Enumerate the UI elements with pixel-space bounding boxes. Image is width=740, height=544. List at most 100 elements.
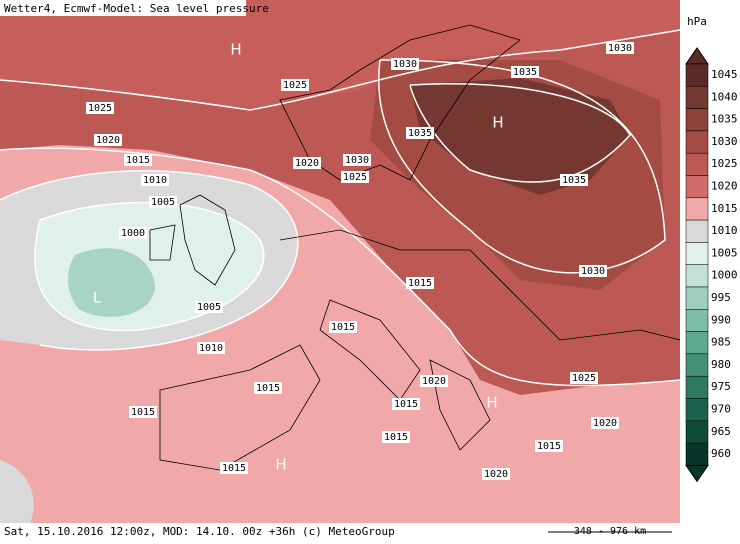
legend-label: 1040 [711, 90, 738, 103]
contour-label-bg [606, 42, 634, 54]
contour-label: 1015 [537, 441, 561, 452]
contour-label: 1015 [331, 322, 355, 333]
contour-label-bg [570, 372, 598, 384]
legend-label: 1000 [711, 269, 738, 282]
contour-label: 1000 [121, 228, 145, 239]
legend-swatch [685, 242, 709, 265]
legend-swatch [685, 398, 709, 422]
contour-label-bg [141, 174, 169, 186]
pressure-center: H [275, 456, 286, 474]
contour-label: 1035 [408, 128, 432, 139]
legend-swatch [685, 442, 709, 466]
contour-label-bg [560, 174, 588, 186]
legend-label: 965 [711, 425, 731, 438]
region-1020-north [0, 0, 680, 110]
legend-swatch [685, 197, 709, 221]
contour-label: 1035 [562, 175, 586, 186]
contour-label: 1020 [422, 376, 446, 387]
contour-label-bg [124, 154, 152, 166]
legend-swatch [685, 375, 709, 399]
contour-label: 1025 [343, 172, 367, 183]
legend-label: 995 [711, 291, 731, 304]
contour-label-bg [343, 154, 371, 166]
legend-swatch [685, 130, 709, 154]
contour-label: 1005 [151, 197, 175, 208]
contour-label-bg [511, 66, 539, 78]
contour-label-bg [392, 398, 420, 410]
legend-swatch [685, 309, 709, 332]
contour-label: 1030 [345, 155, 369, 166]
contour-label-bg [535, 440, 563, 452]
contour-labels: 1030 1035 1025 1025 1030 1020 1035 1015 1020 1030… [86, 41, 634, 480]
contour-label-bg [281, 79, 309, 91]
contour-label: 1010 [143, 175, 167, 186]
footer-box [0, 523, 740, 540]
contour-label-bg [482, 468, 510, 480]
contour-label: 1030 [608, 43, 632, 54]
contour-label-bg [406, 277, 434, 289]
contour-label: 1015 [408, 278, 432, 289]
legend-swatch [685, 331, 709, 355]
contour-label-bg [293, 157, 321, 169]
contour-label: 1015 [384, 432, 408, 443]
contour-label: 1025 [88, 103, 112, 114]
legend-swatch [685, 353, 709, 377]
legend-swatch [685, 175, 709, 199]
contour-label-bg [591, 417, 619, 429]
contour-label-bg [420, 375, 448, 387]
legend-label: 960 [711, 447, 731, 460]
legend-label: 990 [711, 313, 731, 326]
region-1000 [68, 248, 155, 317]
legend-swatch [685, 108, 709, 132]
contour-label-bg [197, 342, 225, 354]
contour-label-bg [406, 127, 434, 139]
region-1010-south [0, 460, 34, 523]
contour-label: 1025 [572, 373, 596, 384]
pressure-center: H [486, 394, 497, 412]
contour-label-bg [254, 382, 282, 394]
contour-label-bg [94, 134, 122, 146]
legend: 1045 1040 1035 1030 1025 1020 1015 1010 1005 1000… [685, 47, 738, 483]
legend-label: 980 [711, 358, 731, 371]
contour-label-bg [149, 196, 177, 208]
header-title: Wetter4, Ecmwf-Model: Sea level pressure [4, 2, 269, 15]
legend-label: 970 [711, 403, 731, 416]
legend-label: 1015 [711, 202, 738, 215]
legend-label: 975 [711, 380, 731, 393]
contour-label-bg [119, 227, 147, 239]
legend-swatch [685, 63, 709, 87]
contour-label: 1015 [131, 407, 155, 418]
legend-swatch [685, 286, 709, 310]
legend-label: 985 [711, 336, 731, 349]
contour-label: 1025 [283, 80, 307, 91]
legend-arrow-top [685, 47, 709, 65]
contour-label: 1005 [197, 302, 221, 313]
legend-swatch [685, 264, 709, 288]
contour-label: 1015 [394, 399, 418, 410]
contour-label-bg [341, 171, 369, 183]
legend-label: 1030 [711, 135, 738, 148]
legend-label: 1020 [711, 180, 738, 193]
contour-label-bg [86, 102, 114, 114]
contour-label: 1020 [96, 135, 120, 146]
contour-label-bg [382, 431, 410, 443]
contour-label: 1015 [222, 463, 246, 474]
pressure-center: H [230, 41, 241, 59]
legend-label: 1045 [711, 68, 738, 81]
contour-label-bg [129, 406, 157, 418]
contour-label: 1015 [256, 383, 280, 394]
legend-arrow-bottom [685, 464, 709, 483]
scale-label: 348 - 976 km [574, 526, 646, 537]
contour-label: 1030 [393, 59, 417, 70]
legend-swatch [685, 219, 709, 243]
contour-label: 1035 [513, 67, 537, 78]
contour-label-bg [391, 58, 419, 70]
contour-label: 1020 [484, 469, 508, 480]
contour-label: 1010 [199, 343, 223, 354]
contour-label: 1020 [295, 158, 319, 169]
contour-label-bg [579, 265, 607, 277]
contour-label: 1015 [126, 155, 150, 166]
contour-label-bg [220, 462, 248, 474]
